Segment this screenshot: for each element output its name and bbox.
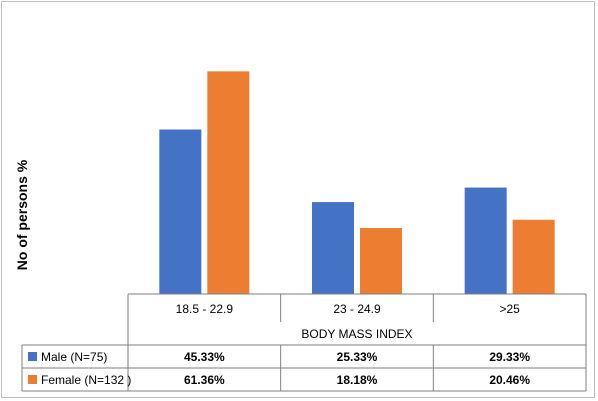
- category-label-2: 23 - 24.9: [333, 302, 381, 316]
- category-label-3: >25: [499, 302, 520, 316]
- x-axis-label: BODY MASS INDEX: [301, 327, 412, 341]
- bar-male-3: [464, 187, 507, 294]
- data-label-male-3: 29.33%: [489, 350, 530, 364]
- category-label-1: 18.5 - 22.9: [176, 302, 234, 316]
- data-label-male-1: 45.33%: [184, 350, 225, 364]
- bar-female-3: [512, 219, 555, 294]
- data-label-female-2: 18.18%: [337, 373, 378, 387]
- bar-male-2: [312, 202, 354, 294]
- bar-female-1: [207, 71, 250, 294]
- legend-label-female: Female (N=132 ): [41, 373, 131, 387]
- legend-swatch-female: [28, 375, 37, 384]
- data-label-male-2: 25.33%: [337, 350, 378, 364]
- bar-male-1: [159, 129, 202, 294]
- data-label-female-3: 20.46%: [489, 373, 530, 387]
- legend-label-male: Male (N=75): [41, 350, 107, 364]
- bar-female-2: [360, 228, 402, 294]
- legend-swatch-male: [28, 352, 37, 361]
- data-label-female-1: 61.36%: [184, 373, 225, 387]
